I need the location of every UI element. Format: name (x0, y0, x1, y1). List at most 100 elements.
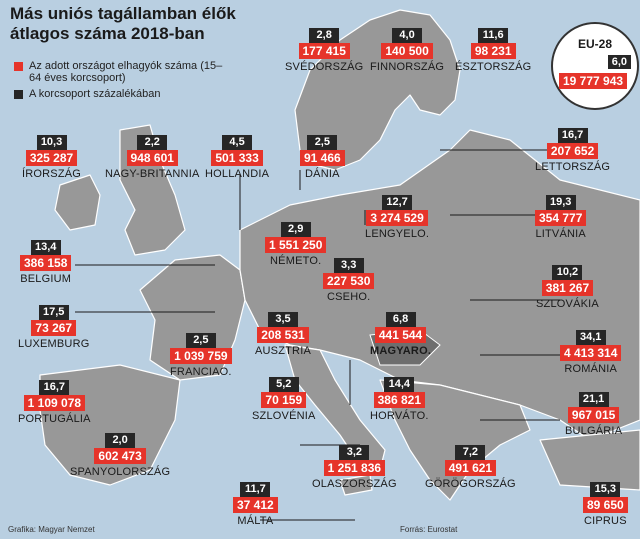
country-count: 354 777 (535, 210, 587, 226)
country-name: OLASZORSZÁG (312, 478, 397, 490)
country-count: 325 287 (25, 150, 78, 166)
country-pct: 16,7 (39, 380, 70, 395)
country-name: HOLLANDIA (205, 168, 270, 180)
country-count: 37 412 (233, 497, 278, 513)
country-pct: 2,8 (309, 28, 340, 43)
turkey-land (539, 429, 640, 491)
country-name: ROMÁNIA (564, 363, 618, 375)
country-pct: 3,3 (333, 258, 364, 273)
country-pct: 4,5 (222, 135, 253, 150)
country-name: BULGÁRIA (565, 425, 623, 437)
country-pct: 17,5 (38, 305, 69, 320)
country-count: 386 821 (373, 392, 426, 408)
country-name: SZLOVÁKIA (536, 298, 599, 310)
country-pct: 11,7 (240, 482, 271, 497)
eu28-count: 19 777 943 (559, 73, 628, 89)
country-label-slovenia: 5,2 70 159 SZLOVÉNIA (252, 377, 316, 422)
country-count: 1 551 250 (265, 237, 327, 253)
country-label-estonia: 11,6 98 231 ÉSZTORSZÁG (455, 28, 531, 73)
country-label-hungary: 6,8 441 544 MAGYARO. (370, 312, 431, 357)
country-label-denmark: 2,5 91 466 DÁNIA (300, 135, 345, 180)
country-label-romania: 34,1 4 413 314 ROMÁNIA (560, 330, 622, 375)
country-count: 948 601 (126, 150, 178, 166)
country-name: GÖRÖGORSZÁG (425, 478, 516, 490)
ireland-land (54, 174, 101, 231)
country-pct: 10,3 (36, 135, 67, 150)
country-label-portugal: 16,7 1 109 078 PORTUGÁLIA (18, 380, 91, 425)
country-pct: 5,2 (268, 377, 299, 392)
country-label-germany: 2,9 1 551 250 NÉMETO. (265, 222, 327, 267)
country-pct: 3,5 (268, 312, 298, 327)
country-label-luxembourg: 17,5 73 267 LUXEMBURG (18, 305, 89, 350)
country-label-czechia: 3,3 227 530 CSEHO. (323, 258, 375, 303)
country-label-great-britain: 2,2 948 601 NAGY-BRITANNIA (105, 135, 200, 180)
country-count: 1 251 836 (323, 460, 386, 476)
country-count: 91 466 (300, 150, 345, 166)
legend-label-black: A korcsoport százalékában (29, 88, 161, 100)
country-label-latvia: 16,7 207 652 LETTORSZÁG (535, 128, 610, 173)
country-count: 227 530 (323, 273, 375, 289)
country-label-spain: 2,0 602 473 SPANYOLORSZÁG (70, 433, 170, 478)
country-count: 491 621 (444, 460, 497, 476)
country-label-ireland: 10,3 325 287 ÍRORSZÁG (22, 135, 81, 180)
country-pct: 2,2 (137, 135, 168, 150)
country-count: 207 652 (546, 143, 599, 159)
country-label-cyprus: 15,3 89 650 CIPRUS (583, 482, 628, 527)
country-name: PORTUGÁLIA (18, 413, 91, 425)
country-label-lithuania: 19,3 354 777 LITVÁNIA (535, 195, 587, 240)
country-name: DÁNIA (305, 168, 340, 180)
country-pct: 7,2 (455, 445, 486, 460)
credit-source: Forrás: Eurostat (400, 525, 458, 534)
legend-swatch-black (14, 90, 23, 99)
country-name: SPANYOLORSZÁG (70, 466, 171, 478)
country-count: 4 413 314 (560, 345, 622, 361)
country-pct: 2,5 (307, 135, 338, 150)
title-line-2: átlagos száma 2018-ban (10, 24, 205, 43)
country-count: 602 473 (94, 448, 146, 464)
country-name: NÉMETO. (270, 255, 322, 267)
country-pct: 10,2 (552, 265, 583, 280)
country-name: SZLOVÉNIA (252, 410, 316, 422)
country-label-croatia: 14,4 386 821 HORVÁTO. (370, 377, 429, 422)
country-name: BELGIUM (20, 273, 72, 285)
country-count: 967 015 (567, 407, 620, 423)
country-count: 208 531 (257, 327, 309, 343)
country-pct: 2,0 (105, 433, 136, 448)
country-label-greece: 7,2 491 621 GÖRÖGORSZÁG (425, 445, 516, 490)
country-pct: 2,5 (185, 333, 216, 348)
legend-swatch-red (14, 62, 23, 71)
legend-label-red: Az adott országot elhagyók száma (15–64 … (29, 60, 223, 84)
country-pct: 34,1 (575, 330, 606, 345)
country-name: FRANCIAO. (170, 366, 232, 378)
country-label-finland: 4,0 140 500 FINNORSZÁG (370, 28, 444, 73)
country-label-bulgaria: 21,1 967 015 BULGÁRIA (565, 392, 622, 437)
country-count: 441 544 (374, 327, 427, 343)
country-name: AUSZTRIA (255, 345, 311, 357)
country-count: 381 267 (541, 280, 594, 296)
country-pct: 2,9 (280, 222, 311, 237)
country-count: 386 158 (20, 255, 72, 271)
country-count: 1 109 078 (23, 395, 86, 411)
country-label-austria: 3,5 208 531 AUSZTRIA (255, 312, 311, 357)
country-pct: 14,4 (384, 377, 415, 392)
country-pct: 16,7 (557, 128, 588, 143)
country-pct: 15,3 (590, 482, 621, 497)
country-pct: 19,3 (545, 195, 576, 210)
country-pct: 13,4 (30, 240, 61, 255)
country-count: 3 274 529 (366, 210, 428, 226)
country-label-italy: 3,2 1 251 836 OLASZORSZÁG (312, 445, 397, 490)
country-count: 501 333 (211, 150, 263, 166)
sicily-land (339, 474, 373, 496)
credit-graphic: Grafika: Magyar Nemzet (8, 525, 95, 534)
eu28-pct: 6,0 (607, 55, 631, 69)
country-pct: 21,1 (578, 392, 609, 407)
country-name: FINNORSZÁG (370, 61, 445, 73)
country-label-netherlands: 4,5 501 333 HOLLANDIA (205, 135, 269, 180)
country-count: 89 650 (583, 497, 628, 513)
country-label-belgium: 13,4 386 158 BELGIUM (20, 240, 72, 285)
country-name: LITVÁNIA (535, 228, 586, 240)
country-pct: 12,7 (382, 195, 413, 210)
country-name: NAGY-BRITANNIA (105, 168, 200, 180)
